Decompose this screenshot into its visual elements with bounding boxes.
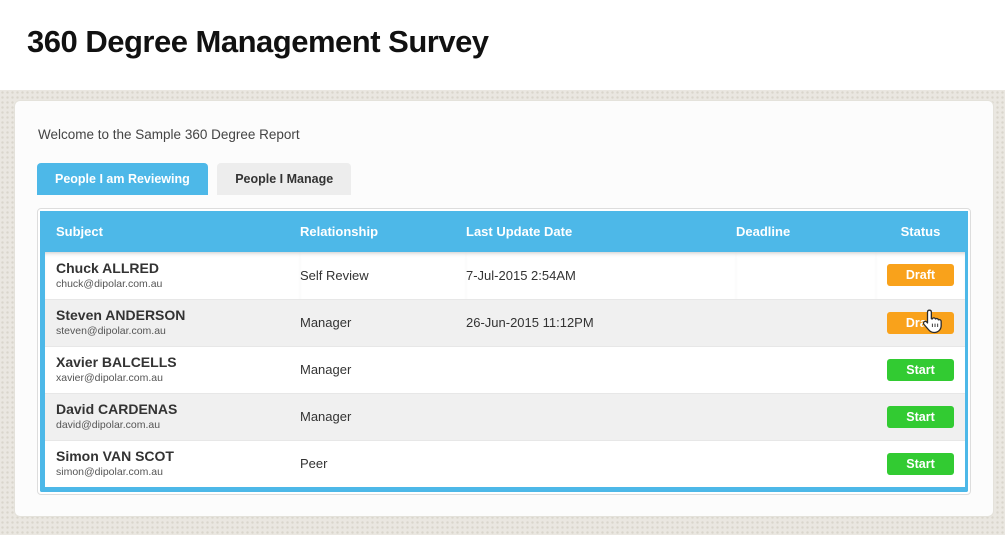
tab-people-i-manage[interactable]: People I Manage — [217, 163, 352, 195]
last-update-cell: 26-Jun-2015 11:12PM — [466, 298, 736, 346]
subject-name: Xavier BALCELLS — [56, 354, 177, 370]
subject-name: Steven ANDERSON — [56, 307, 186, 323]
table-row: Xavier BALCELLS xavier@dipolar.com.au Ma… — [45, 345, 965, 393]
review-table-container: Subject Relationship Last Update Date De… — [37, 208, 971, 495]
column-header-subject: Subject — [45, 211, 300, 252]
column-header-status: Status — [876, 211, 965, 252]
last-update-cell — [466, 345, 736, 393]
tab-bar: People I am Reviewing People I Manage — [37, 163, 971, 195]
subject-email: simon@dipolar.com.au — [56, 466, 163, 479]
relationship-cell: Peer — [300, 439, 466, 487]
page-background: Welcome to the Sample 360 Degree Report … — [0, 90, 1005, 535]
deadline-cell — [736, 439, 876, 487]
deadline-cell — [736, 252, 876, 299]
status-button-draft[interactable]: Draft — [887, 311, 954, 334]
table-header-row: Subject Relationship Last Update Date De… — [45, 211, 965, 252]
relationship-cell: Self Review — [300, 252, 466, 299]
last-update-cell — [466, 392, 736, 440]
table-row: Chuck ALLRED chuck@dipolar.com.au Self R… — [45, 252, 965, 299]
subject-email: steven@dipolar.com.au — [56, 325, 166, 337]
column-header-last-update: Last Update Date — [466, 211, 736, 252]
deadline-cell — [736, 345, 876, 393]
relationship-cell: Manager — [300, 298, 466, 346]
last-update-cell — [466, 439, 736, 487]
tab-people-i-am-reviewing[interactable]: People I am Reviewing — [37, 163, 208, 195]
subject-email: chuck@dipolar.com.au — [56, 277, 163, 290]
status-button-draft[interactable]: Draft — [887, 264, 954, 287]
status-button-start[interactable]: Start — [887, 405, 954, 428]
subject-email: david@dipolar.com.au — [56, 419, 161, 431]
table-row: Steven ANDERSON steven@dipolar.com.au Ma… — [45, 298, 965, 346]
column-header-relationship: Relationship — [300, 211, 466, 252]
deadline-cell — [736, 298, 876, 346]
review-table: Subject Relationship Last Update Date De… — [45, 211, 965, 487]
table-row: David CARDENAS david@dipolar.com.au Mana… — [45, 392, 965, 440]
subject-email: xavier@dipolar.com.au — [56, 372, 163, 384]
status-button-start[interactable]: Start — [887, 452, 954, 475]
relationship-cell: Manager — [300, 345, 466, 393]
status-button-start[interactable]: Start — [887, 358, 954, 381]
subject-name: David CARDENAS — [56, 401, 178, 417]
table-row: Simon VAN SCOT simon@dipolar.com.au Peer… — [45, 439, 965, 487]
page-header: 360 Degree Management Survey — [0, 0, 1005, 90]
main-panel: Welcome to the Sample 360 Degree Report … — [14, 100, 994, 517]
last-update-cell: 7-Jul-2015 2:54AM — [466, 252, 736, 299]
subject-name: Simon VAN SCOT — [56, 448, 174, 465]
welcome-text: Welcome to the Sample 360 Degree Report — [38, 127, 300, 142]
relationship-cell: Manager — [300, 392, 466, 440]
deadline-cell — [736, 392, 876, 440]
column-header-deadline: Deadline — [736, 211, 876, 252]
page-title: 360 Degree Management Survey — [27, 24, 489, 59]
subject-name: Chuck ALLRED — [56, 259, 159, 276]
